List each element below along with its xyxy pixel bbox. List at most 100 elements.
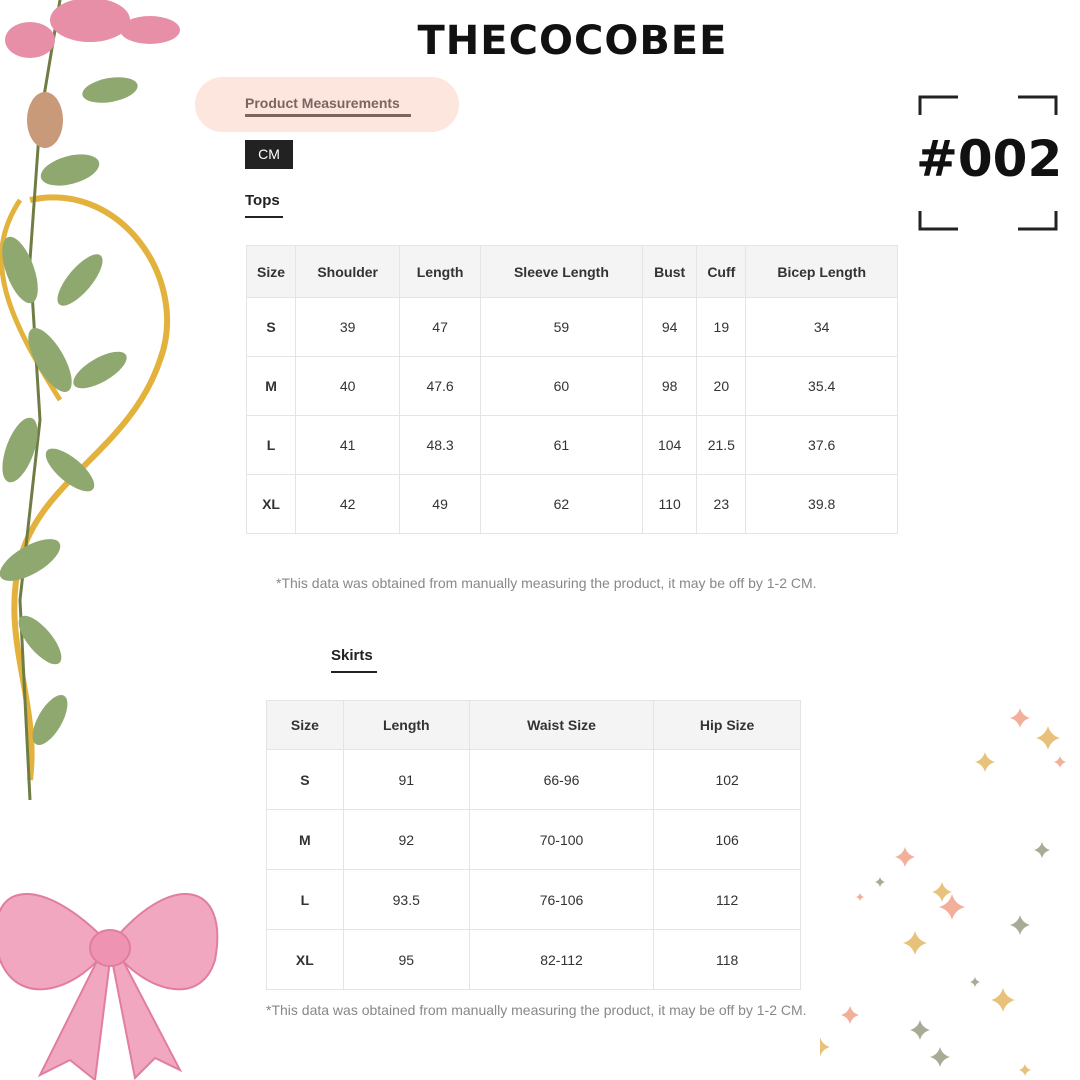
tops-section-title: Tops: [245, 192, 280, 209]
value-cell: 62: [479, 474, 644, 534]
column-header: Length: [342, 700, 470, 750]
value-cell: 60: [479, 356, 644, 416]
table-row: L 41 48.3 61 104 21.5 37.6: [245, 415, 898, 475]
value-cell: 47.6: [399, 356, 481, 416]
size-cell: M: [266, 809, 344, 870]
value-cell: 110: [642, 474, 698, 534]
unit-cm-button[interactable]: CM: [245, 140, 293, 169]
skirts-size-table: Size Length Waist Size Hip Size S 91 66-96 102 M…: [266, 700, 801, 990]
value-cell: 82-112: [468, 929, 655, 990]
skirts-note: *This data was obtained from manually me…: [266, 1002, 807, 1018]
active-tab-underline: [245, 114, 411, 117]
table-row: M 92 70-100 106: [266, 809, 801, 870]
header-row: Size Shoulder Length Sleeve Length Bust Cuff B…: [245, 245, 898, 298]
tops-size-table: Size Shoulder Length Sleeve Length Bust Cuff B…: [245, 245, 898, 534]
value-cell: 39.8: [745, 474, 898, 534]
sparkles-decoration: [820, 708, 1066, 1076]
tops-note: *This data was obtained from manually me…: [276, 575, 817, 591]
code-frame-icon: [918, 95, 1058, 231]
brand-title: THECOCOBEE: [417, 18, 728, 64]
size-cell: XL: [245, 474, 297, 534]
table-row: XL 95 82-112 118: [266, 929, 801, 990]
column-header: Size: [245, 245, 297, 298]
value-cell: 39: [295, 297, 401, 357]
value-cell: 23: [696, 474, 747, 534]
value-cell: 34: [745, 297, 898, 357]
sparkle-icon: [910, 1020, 930, 1040]
column-header: Sleeve Length: [479, 245, 644, 298]
value-cell: 19: [696, 297, 747, 357]
value-cell: 106: [653, 809, 801, 870]
skirts-section-title: Skirts: [331, 647, 373, 664]
size-cell: L: [245, 415, 297, 475]
value-cell: 94: [642, 297, 698, 357]
value-cell: 47: [399, 297, 481, 357]
column-header: Bicep Length: [745, 245, 898, 298]
value-cell: 20: [696, 356, 747, 416]
sparkle-icon: [970, 977, 980, 987]
table-row: S 91 66-96 102: [266, 749, 801, 810]
column-header: Waist Size: [468, 700, 655, 750]
value-cell: 35.4: [745, 356, 898, 416]
tab-label: Product Measurements: [245, 95, 400, 111]
value-cell: 49: [399, 474, 481, 534]
column-header: Length: [399, 245, 481, 298]
value-cell: 70-100: [468, 809, 655, 870]
value-cell: 59: [479, 297, 644, 357]
size-cell: L: [266, 869, 344, 930]
value-cell: 95: [342, 929, 470, 990]
column-header: Size: [266, 700, 344, 750]
value-cell: 102: [653, 749, 801, 810]
column-header: Cuff: [696, 245, 747, 298]
value-cell: 104: [642, 415, 698, 475]
table-row: L 93.5 76-106 112: [266, 869, 801, 930]
sparkle-icon: [939, 894, 965, 920]
floral-decoration: [0, 0, 219, 1080]
value-cell: 91: [342, 749, 470, 810]
skirts-underline: [331, 671, 377, 673]
post-number: #002: [916, 130, 1063, 188]
sparkle-icon: [841, 1006, 859, 1024]
value-cell: 93.5: [342, 869, 470, 930]
value-cell: 61: [479, 415, 644, 475]
header-row: Size Length Waist Size Hip Size: [266, 700, 801, 750]
value-cell: 42: [295, 474, 401, 534]
table-row: XL 42 49 62 110 23 39.8: [245, 474, 898, 534]
column-header: Shoulder: [295, 245, 401, 298]
sparkle-icon: [1010, 708, 1030, 728]
size-cell: S: [245, 297, 297, 357]
sparkle-icon: [1036, 726, 1060, 750]
size-cell: M: [245, 356, 297, 416]
sparkle-icon: [875, 877, 885, 887]
sparkle-icon: [1054, 756, 1066, 768]
sparkle-icon: [930, 1047, 950, 1067]
value-cell: 21.5: [696, 415, 747, 475]
size-cell: S: [266, 749, 344, 810]
sparkle-icon: [1034, 842, 1050, 858]
sparkle-icon: [820, 1037, 830, 1057]
value-cell: 112: [653, 869, 801, 930]
sparkle-icon: [975, 752, 995, 772]
sparkle-icon: [1010, 915, 1030, 935]
table-row: M 40 47.6 60 98 20 35.4: [245, 356, 898, 416]
value-cell: 118: [653, 929, 801, 990]
value-cell: 66-96: [468, 749, 655, 810]
sparkle-icon: [856, 893, 864, 901]
column-header: Bust: [642, 245, 698, 298]
value-cell: 37.6: [745, 415, 898, 475]
value-cell: 92: [342, 809, 470, 870]
value-cell: 41: [295, 415, 401, 475]
value-cell: 76-106: [468, 869, 655, 930]
sparkle-icon: [932, 882, 952, 902]
sparkle-icon: [903, 931, 927, 955]
value-cell: 98: [642, 356, 698, 416]
tops-underline: [245, 216, 283, 218]
value-cell: 48.3: [399, 415, 481, 475]
sparkle-icon: [895, 847, 915, 867]
sparkle-icon: [991, 988, 1015, 1012]
column-header: Hip Size: [653, 700, 801, 750]
tab-product-measurements[interactable]: [195, 77, 459, 132]
value-cell: 40: [295, 356, 401, 416]
sparkle-icon: [1019, 1064, 1031, 1076]
bow-icon: [0, 893, 219, 1080]
